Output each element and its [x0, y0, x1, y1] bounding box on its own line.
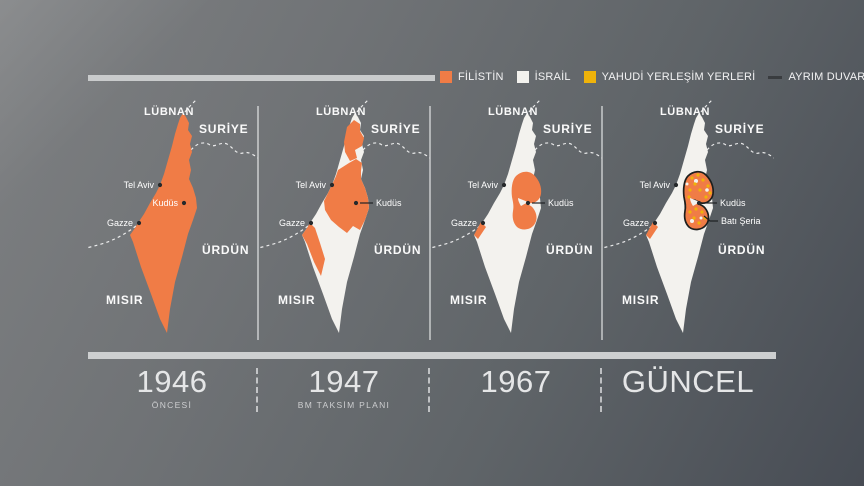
- timeline-block-1946: 1946 ÖNCESİ: [86, 364, 258, 411]
- west-bank-shape: [511, 171, 542, 230]
- year-label-1946: 1946: [136, 364, 208, 399]
- map-1946: LÜBNAN SURİYE ÜRDÜN MISIR Tel Aviv Kudüs…: [86, 98, 258, 333]
- city-label-gazze: Gazze: [623, 218, 649, 228]
- year-subtitle-1947: BM TAKSİM PLANI: [297, 400, 391, 410]
- map-1967: LÜBNAN SURİYE ÜRDÜN MISIR Tel Aviv Kudüs…: [430, 98, 602, 333]
- city-label-gazze: Gazze: [451, 218, 477, 228]
- syria-border-dash: [534, 142, 602, 159]
- city-label-gazze: Gazze: [279, 218, 305, 228]
- timeline-block-1967: 1967: [430, 366, 602, 410]
- panel-separator-1: [257, 106, 259, 340]
- country-label-suriye: SURİYE: [715, 121, 764, 136]
- legend-label-israil: İSRAİL: [534, 71, 571, 83]
- panel-1967: LÜBNAN SURİYE ÜRDÜN MISIR Tel Aviv Kudüs…: [430, 97, 602, 347]
- country-label-lubnan: LÜBNAN: [488, 105, 538, 118]
- legend-item-duvar: AYRIM DUVARI: [768, 71, 864, 83]
- country-label-misir: MISIR: [106, 293, 143, 307]
- syria-border-dash: [706, 142, 774, 159]
- panel-separator-3: [601, 106, 603, 340]
- city-dot-kudus: [525, 200, 531, 206]
- west-bank-wall-shape: [682, 170, 715, 231]
- city-dot-gazze: [308, 220, 314, 226]
- timeline-block-1947: 1947 BM TAKSİM PLANI: [258, 364, 430, 411]
- city-label-tel-aviv: Tel Aviv: [640, 180, 671, 190]
- legend-label-filistin: FİLİSTİN: [458, 71, 504, 83]
- city-label-kudus: Kudüs: [152, 198, 178, 208]
- city-dot-kudus: [696, 200, 702, 206]
- city-dot-kudus: [181, 200, 187, 206]
- timeline-labels: 1946 ÖNCESİ 1947 BM TAKSİM PLANI 1967 GÜ…: [86, 364, 774, 411]
- map-guncel: LÜBNAN SURİYE ÜRDÜN MISIR Tel Aviv Kudüs…: [602, 98, 774, 333]
- city-dot-tel-aviv: [673, 182, 679, 188]
- country-label-urdun: ÜRDÜN: [374, 242, 421, 257]
- timeline-separator-3: [600, 368, 602, 412]
- country-label-misir: MISIR: [622, 293, 659, 307]
- country-label-suriye: SURİYE: [371, 121, 420, 136]
- settlement-patches: [685, 179, 709, 223]
- country-label-misir: MISIR: [278, 293, 315, 307]
- timeline-block-guncel: GÜNCEL: [602, 366, 774, 410]
- panel-1946: LÜBNAN SURİYE ÜRDÜN MISIR Tel Aviv Kudüs…: [86, 97, 258, 347]
- country-label-misir: MISIR: [450, 293, 487, 307]
- country-label-suriye: SURİYE: [199, 121, 248, 136]
- top-divider-bar: [88, 75, 435, 81]
- legend-item-filistin: FİLİSTİN: [440, 71, 504, 83]
- egypt-border-dash: [602, 225, 653, 249]
- city-label-kudus: Kudüs: [720, 198, 746, 208]
- city-label-tel-aviv: Tel Aviv: [296, 180, 327, 190]
- panel-guncel: LÜBNAN SURİYE ÜRDÜN MISIR Tel Aviv Kudüs…: [602, 97, 774, 347]
- year-label-guncel: GÜNCEL: [621, 364, 755, 399]
- map-panels: LÜBNAN SURİYE ÜRDÜN MISIR Tel Aviv Kudüs…: [86, 97, 774, 347]
- city-dot-tel-aviv: [501, 182, 507, 188]
- city-dot-tel-aviv: [157, 182, 163, 188]
- bati-seria-pointer-line: [703, 215, 718, 222]
- panel-1947: LÜBNAN SURİYE ÜRDÜN MISIR Tel Aviv Kudüs…: [258, 97, 430, 347]
- egypt-border-dash: [430, 225, 481, 249]
- syria-border-dash: [190, 142, 258, 159]
- year-subtitle-1946: ÖNCESİ: [151, 400, 193, 410]
- city-label-gazze: Gazze: [107, 218, 133, 228]
- legend: FİLİSTİN İSRAİL YAHUDİ YERLEŞİM YERLERİ …: [440, 69, 864, 85]
- city-dot-gazze: [480, 220, 486, 226]
- settlements-color-swatch: [583, 71, 596, 83]
- country-label-urdun: ÜRDÜN: [718, 242, 765, 257]
- country-label-lubnan: LÜBNAN: [660, 105, 710, 118]
- egypt-border-dash: [258, 225, 309, 249]
- country-label-urdun: ÜRDÜN: [546, 242, 593, 257]
- timeline-separator-1: [256, 368, 258, 412]
- legend-label-yerlesim: YAHUDİ YERLEŞİM YERLERİ: [601, 71, 756, 83]
- syria-border-dash: [362, 142, 430, 159]
- legend-item-yerlesim: YAHUDİ YERLEŞİM YERLERİ: [583, 71, 756, 83]
- settlement-dots: [687, 173, 712, 225]
- map-1947: LÜBNAN SURİYE ÜRDÜN MISIR Tel Aviv Kudüs…: [258, 98, 430, 333]
- city-dot-gazze: [136, 220, 142, 226]
- israel-color-swatch: [516, 71, 529, 83]
- city-dot-gazze: [652, 220, 658, 226]
- wall-line-swatch: [768, 75, 783, 79]
- year-label-1967: 1967: [480, 364, 552, 399]
- timeline-bar: [88, 352, 776, 359]
- country-label-urdun: ÜRDÜN: [202, 242, 249, 257]
- palestine-color-swatch: [440, 71, 452, 83]
- country-label-suriye: SURİYE: [543, 121, 592, 136]
- city-label-tel-aviv: Tel Aviv: [124, 180, 155, 190]
- legend-label-duvar: AYRIM DUVARI: [788, 71, 864, 83]
- country-label-lubnan: LÜBNAN: [316, 105, 366, 118]
- year-label-1947: 1947: [308, 364, 380, 399]
- city-dot-kudus: [353, 200, 359, 206]
- panel-separator-2: [429, 106, 431, 340]
- region-label-bati-seria: Batı Şeria: [721, 216, 761, 226]
- city-label-kudus: Kudüs: [376, 198, 402, 208]
- legend-item-israil: İSRAİL: [516, 71, 571, 83]
- egypt-border-dash: [86, 225, 137, 249]
- city-label-kudus: Kudüs: [548, 198, 574, 208]
- timeline-separator-2: [428, 368, 430, 412]
- city-label-tel-aviv: Tel Aviv: [468, 180, 499, 190]
- country-label-lubnan: LÜBNAN: [144, 105, 194, 118]
- city-dot-tel-aviv: [329, 182, 335, 188]
